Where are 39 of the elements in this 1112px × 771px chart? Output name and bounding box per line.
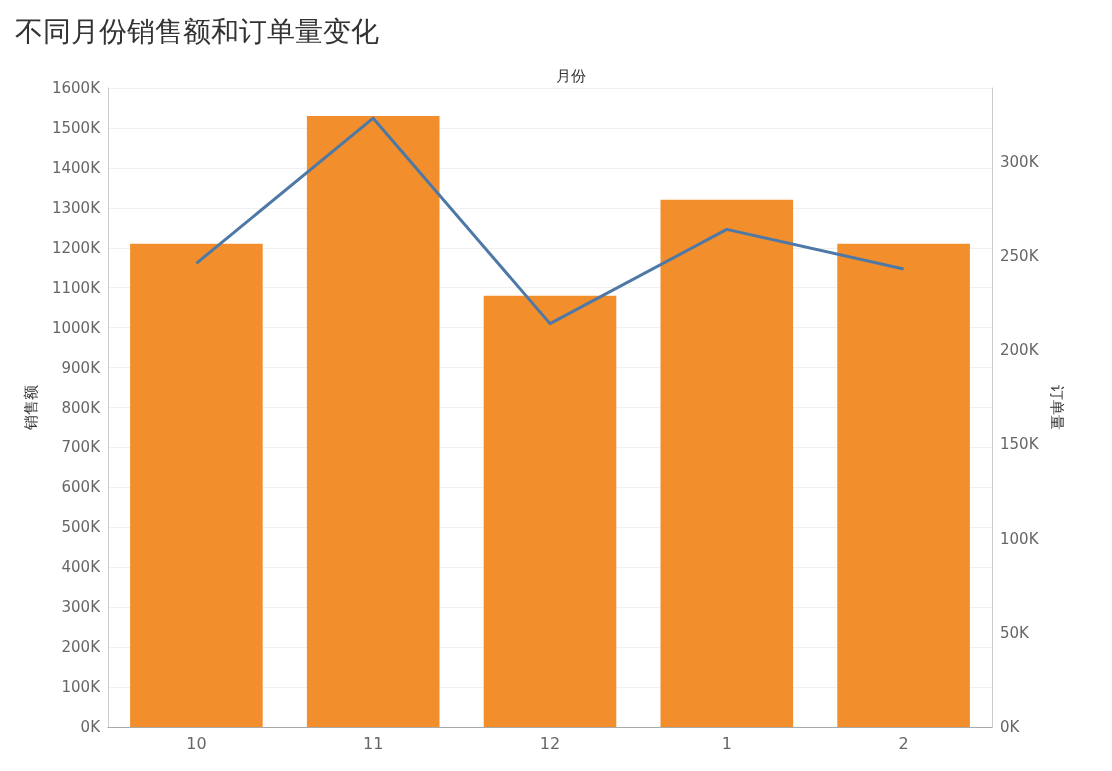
y-tick-label: 1300K	[51, 198, 102, 217]
y-tick-label: 900K	[61, 358, 102, 377]
bar	[660, 199, 794, 727]
x-tick-label: 2	[898, 733, 909, 753]
x-tick-label: 10	[186, 733, 207, 753]
y-tick-label: 700K	[61, 438, 102, 457]
chart-title: 不同月份销售额和订单量变化	[15, 14, 379, 48]
y2-tick-label: 300K	[1000, 152, 1040, 171]
y-tick-label: 600K	[61, 478, 102, 497]
y-tick-label: 1500K	[51, 118, 102, 137]
y2-axis-title: 订单量	[1047, 385, 1066, 430]
x-axis-title: 月份	[556, 66, 586, 85]
bar	[130, 243, 263, 727]
y-tick-label: 1000K	[51, 318, 102, 337]
y-tick-label: 500K	[61, 518, 102, 537]
bar	[837, 243, 970, 727]
y-tick-label: 1200K	[51, 238, 102, 257]
bar	[483, 295, 617, 727]
x-tick-label: 1	[721, 733, 732, 753]
y2-tick-label: 100K	[1000, 529, 1040, 548]
y-tick-label: 1400K	[51, 158, 102, 177]
y2-tick-label: 50K	[1000, 623, 1031, 642]
y-tick-label: 300K	[61, 598, 102, 617]
x-tick-label: 11	[363, 733, 384, 753]
y2-tick-label: 0K	[1000, 718, 1021, 736]
y-tick-label: 0K	[80, 718, 102, 736]
line-series	[194, 116, 906, 326]
bar	[306, 115, 440, 727]
y-tick-label: 100K	[61, 678, 102, 697]
y-tick-label: 1600K	[51, 79, 102, 97]
y-tick-label: 200K	[61, 638, 102, 657]
y2-tick-label: 200K	[1000, 341, 1040, 360]
y-tick-label: 800K	[61, 398, 102, 417]
x-tick-label: 12	[539, 733, 561, 753]
y2-tick-label: 250K	[1000, 246, 1040, 265]
y-tick-label: 1100K	[51, 278, 102, 297]
y-tick-label: 400K	[61, 558, 102, 577]
y-axis-title: 销售额	[21, 385, 40, 431]
y2-tick-label: 150K	[1000, 435, 1040, 454]
